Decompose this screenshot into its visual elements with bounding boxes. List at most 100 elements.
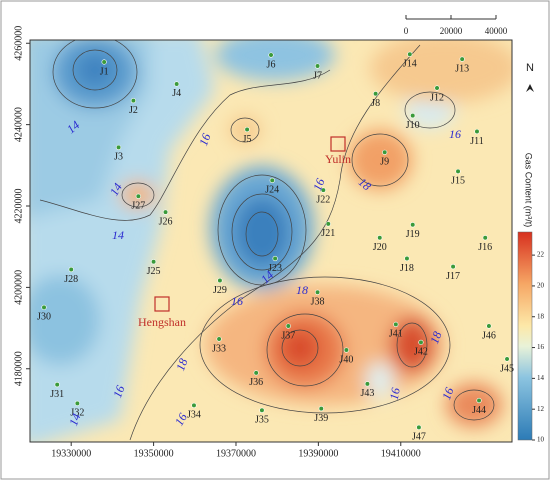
well-label: J35 [255,415,269,426]
well [482,235,488,241]
colorbar-tick-label: 12 [537,405,545,413]
city-label: Hengshan [138,315,186,329]
y-tick-label: 4220000 [13,189,24,224]
well [244,126,250,133]
well [459,56,465,62]
well [259,407,265,413]
well [320,187,326,193]
x-tick-label: 19370000 [216,448,256,459]
colorbar-title: Gas Content (m³/t) [524,153,534,228]
well [314,63,321,69]
well [377,235,383,241]
well-label: J26 [159,216,173,227]
well [373,91,379,97]
x-tick-label: 19330000 [51,448,91,459]
well [450,264,456,270]
well-label: J47 [412,432,426,443]
contour-label: 14 [112,228,124,242]
x-tick-label: 19410000 [381,448,421,459]
well-label: J31 [50,389,64,400]
well-label: J12 [430,92,444,103]
well-label: J33 [212,343,226,354]
y-tick-label: 4240000 [13,107,24,142]
well [418,339,424,345]
contour-label: 18 [173,357,190,373]
well [285,323,291,329]
well-label: J16 [478,242,492,253]
well [504,356,510,362]
well [162,209,169,215]
well [393,321,399,328]
well [455,168,461,175]
well-label: J18 [400,263,414,274]
well [115,144,122,151]
well-label: J7 [313,70,322,81]
well [217,277,223,284]
well [130,98,137,104]
y-tick-label: 4200000 [13,270,24,305]
colorbar-tick-label: 20 [537,282,545,290]
well [74,400,80,406]
contour-label: 16 [110,384,127,400]
well-label: J5 [243,134,252,145]
well [268,52,274,58]
well-label: J10 [406,120,420,131]
colorbar-tick-label: 16 [537,343,545,351]
city-marker [330,136,346,152]
colorbar-tick-label: 18 [537,312,545,320]
well-label: J28 [64,274,78,285]
colorbar-tick-label: 22 [537,251,545,259]
well-label: J34 [187,410,201,421]
well [191,402,197,408]
well-label: J38 [311,297,325,308]
well-label: J2 [129,105,138,116]
well [135,193,141,199]
map-frame [29,39,513,443]
well-label: J23 [268,263,282,274]
well [474,128,480,135]
well [434,85,440,91]
well-label: J30 [37,312,51,323]
well-label: J44 [472,405,486,416]
well [364,381,371,387]
well-label: J19 [406,229,420,240]
city-label: Yulin [325,152,351,166]
well [253,370,259,376]
well [382,149,388,155]
well-label: J6 [267,59,276,70]
well [343,347,349,353]
well-label: J1 [100,66,109,77]
well-label: J32 [70,408,84,419]
well [272,255,278,262]
well-label: J20 [373,242,387,253]
contour-label: 14 [66,412,83,428]
scale-label: 40000 [485,26,508,36]
well-label: J4 [172,88,181,99]
well-label: J17 [446,271,460,282]
contour-label: 16 [196,132,213,148]
well-label: J8 [371,98,380,109]
well-label: J43 [360,388,374,399]
well [41,304,47,310]
colorbar-tick-label: 10 [537,436,545,444]
well-label: J3 [114,152,123,163]
well-label: J36 [249,377,263,388]
well-label: J15 [451,176,465,187]
colorbar [517,231,533,441]
well-label: J46 [482,330,496,341]
city-marker [154,296,170,312]
well [407,51,413,57]
x-tick-label: 19350000 [134,448,174,459]
well [150,259,157,265]
well [318,406,324,412]
well [404,255,410,262]
gas-content-field [30,40,512,442]
scale-label: 20000 [440,26,463,36]
well-label: J22 [316,194,330,205]
contour-label: 16 [387,387,403,401]
scale-label: 0 [404,26,409,36]
x-tick-label: 19390000 [298,448,338,459]
north-arrow [526,84,534,92]
well [269,177,275,183]
well-label: J45 [500,363,514,374]
